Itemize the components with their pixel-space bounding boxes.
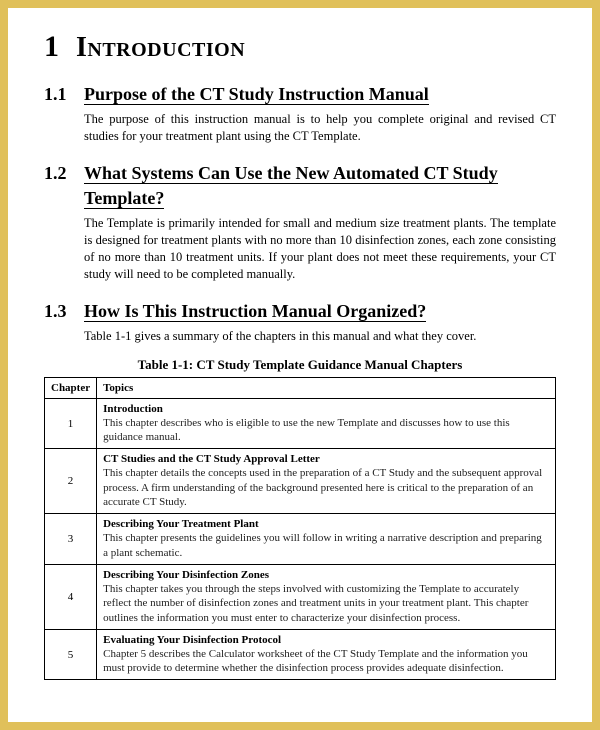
table-row: 1 Introduction This chapter describes wh… — [45, 398, 556, 449]
section-heading-3: 1.3 How Is This Instruction Manual Organ… — [44, 299, 556, 324]
topic-cell: Introduction This chapter describes who … — [97, 398, 556, 449]
topic-desc: This chapter describes who is eligible t… — [103, 416, 549, 445]
topic-desc: This chapter presents the guidelines you… — [103, 531, 549, 560]
section-heading-1: 1.1 Purpose of the CT Study Instruction … — [44, 82, 556, 107]
chapter-title: Introduction — [76, 32, 245, 64]
section-number: 1.1 — [44, 84, 84, 105]
topic-desc: Chapter 5 describes the Calculator works… — [103, 647, 549, 676]
chapter-cell: 2 — [45, 449, 97, 514]
topic-desc: This chapter takes you through the steps… — [103, 582, 549, 625]
section-number: 1.3 — [44, 301, 84, 322]
topic-cell: CT Studies and the CT Study Approval Let… — [97, 449, 556, 514]
section-heading-2: 1.2 What Systems Can Use the New Automat… — [44, 161, 556, 211]
table-header-row: Chapter Topics — [45, 377, 556, 398]
topic-title: CT Studies and the CT Study Approval Let… — [103, 453, 549, 465]
topic-cell: Describing Your Treatment Plant This cha… — [97, 514, 556, 565]
table-row: 3 Describing Your Treatment Plant This c… — [45, 514, 556, 565]
table-header-topics: Topics — [97, 377, 556, 398]
topic-title: Evaluating Your Disinfection Protocol — [103, 634, 549, 646]
topic-cell: Describing Your Disinfection Zones This … — [97, 564, 556, 629]
table-caption: Table 1-1: CT Study Template Guidance Ma… — [44, 357, 556, 373]
section-title: What Systems Can Use the New Automated C… — [84, 163, 498, 209]
chapter-cell: 1 — [45, 398, 97, 449]
section-number: 1.2 — [44, 163, 84, 184]
section-body-2: The Template is primarily intended for s… — [84, 215, 556, 283]
document-page: 1 Introduction 1.1 Purpose of the CT Stu… — [8, 8, 592, 722]
chapter-number: 1 — [44, 30, 76, 64]
topic-desc: This chapter details the concepts used i… — [103, 466, 549, 509]
section-title: How Is This Instruction Manual Organized… — [84, 301, 426, 322]
topic-cell: Evaluating Your Disinfection Protocol Ch… — [97, 629, 556, 680]
chapter-cell: 3 — [45, 514, 97, 565]
topic-title: Describing Your Treatment Plant — [103, 518, 549, 530]
table-header-chapter: Chapter — [45, 377, 97, 398]
section-body-1: The purpose of this instruction manual i… — [84, 111, 556, 145]
chapter-cell: 4 — [45, 564, 97, 629]
chapter-cell: 5 — [45, 629, 97, 680]
section-title: Purpose of the CT Study Instruction Manu… — [84, 84, 429, 105]
table-row: 4 Describing Your Disinfection Zones Thi… — [45, 564, 556, 629]
section-body-3: Table 1-1 gives a summary of the chapter… — [84, 328, 556, 345]
topic-title: Introduction — [103, 403, 549, 415]
chapters-table: Chapter Topics 1 Introduction This chapt… — [44, 377, 556, 681]
chapter-heading: 1 Introduction — [44, 30, 556, 64]
table-row: 2 CT Studies and the CT Study Approval L… — [45, 449, 556, 514]
topic-title: Describing Your Disinfection Zones — [103, 569, 549, 581]
table-row: 5 Evaluating Your Disinfection Protocol … — [45, 629, 556, 680]
